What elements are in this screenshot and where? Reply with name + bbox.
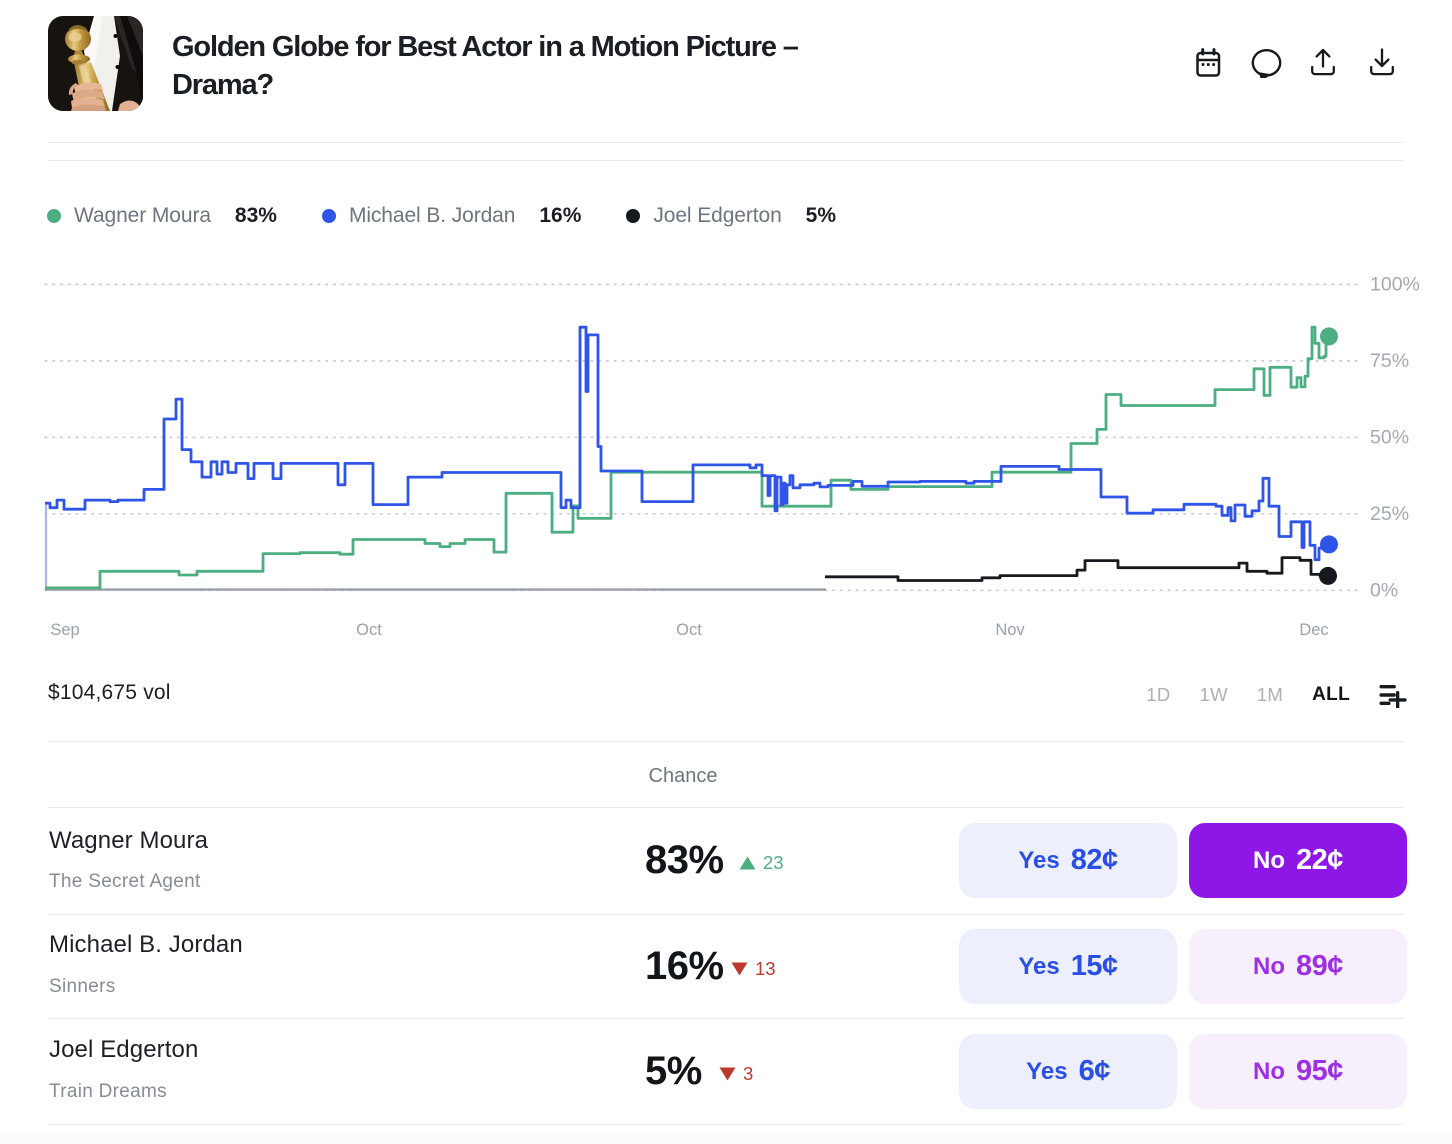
svg-text:75%: 75% — [1370, 350, 1409, 372]
svg-text:50%: 50% — [1370, 426, 1409, 448]
svg-text:Oct: Oct — [356, 621, 382, 639]
svg-text:0%: 0% — [1370, 579, 1398, 601]
svg-text:Oct: Oct — [676, 621, 702, 639]
svg-text:100%: 100% — [1370, 273, 1420, 295]
svg-text:25%: 25% — [1370, 503, 1409, 525]
svg-text:Nov: Nov — [995, 621, 1025, 639]
svg-text:Dec: Dec — [1299, 621, 1328, 639]
svg-text:Sep: Sep — [50, 621, 79, 639]
